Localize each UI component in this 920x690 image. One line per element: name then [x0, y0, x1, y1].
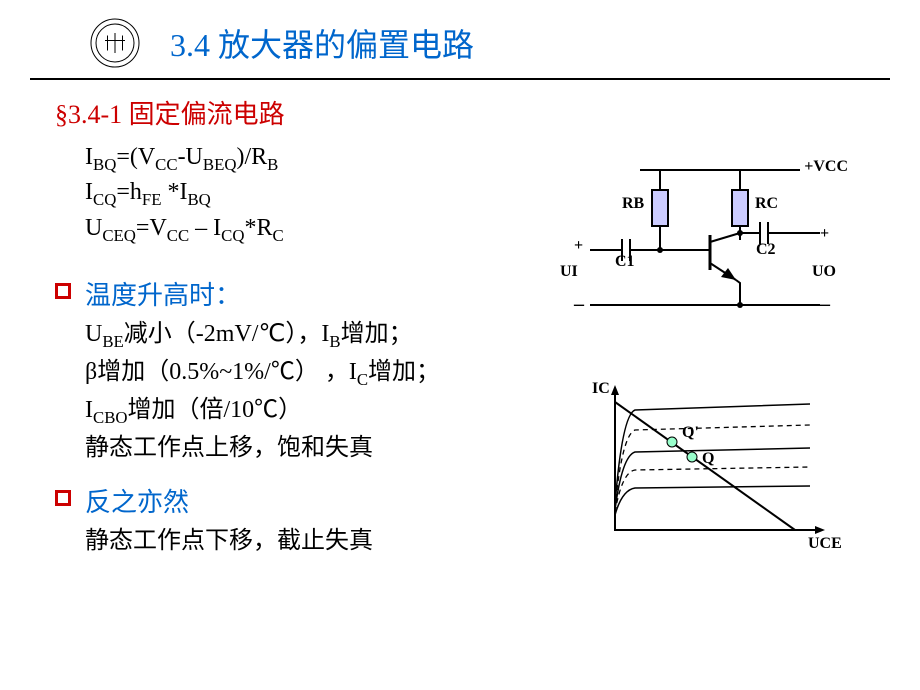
- bullet-icon: [55, 490, 71, 506]
- label-rb: RB: [622, 195, 644, 213]
- bullet-1-text: 温度升高时：: [85, 275, 241, 312]
- label-minus-right: –: [820, 293, 830, 316]
- label-c1: C1: [615, 253, 635, 271]
- label-uce: UCE: [808, 535, 842, 553]
- label-rc: RC: [755, 195, 778, 213]
- slide-header: 3.4 放大器的偏置电路: [30, 0, 890, 80]
- label-vcc: +VCC: [804, 158, 848, 176]
- section-title: §3.4-1 固定偏流电路: [55, 94, 880, 131]
- circuit-diagram: +VCC RB RC C1 C2 UI UO + – + –: [560, 155, 860, 335]
- label-ic: IC: [592, 380, 610, 398]
- label-qprime: Q': [682, 424, 699, 442]
- label-q: Q: [702, 450, 714, 468]
- characteristic-graph: IC UCE Q' Q: [590, 380, 850, 560]
- label-ui: UI: [560, 263, 578, 281]
- bullet-icon: [55, 283, 71, 299]
- university-logo-icon: [90, 18, 140, 68]
- bullet-2-text: 反之亦然: [85, 482, 189, 519]
- label-uo: UO: [812, 263, 836, 281]
- slide-title: 3.4 放大器的偏置电路: [170, 20, 474, 66]
- label-minus-left: –: [574, 293, 584, 316]
- label-c2: C2: [756, 241, 776, 259]
- label-plus-right: +: [820, 225, 829, 243]
- label-plus-left: +: [574, 237, 583, 255]
